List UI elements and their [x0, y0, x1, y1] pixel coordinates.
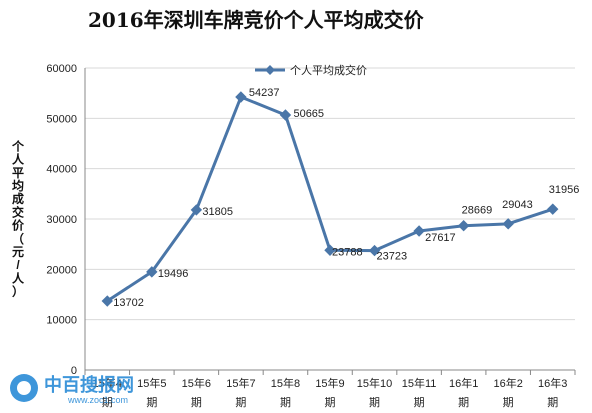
watermark-subtext: www.zoc1.com	[67, 395, 128, 405]
y-tick-label: 0	[71, 365, 77, 377]
x-tick-label: 16年1	[449, 376, 478, 390]
x-tick-label: 15年11	[402, 376, 437, 390]
data-label: 31805	[202, 206, 233, 218]
data-point	[146, 266, 158, 278]
x-tick-label-suffix: 期	[280, 396, 291, 409]
data-label: 50665	[293, 108, 324, 120]
data-point	[279, 109, 292, 121]
legend-label: 个人平均成交价	[290, 63, 367, 77]
x-tick-label-suffix: 期	[235, 396, 246, 409]
data-point	[413, 225, 425, 237]
x-tick-label-suffix: 期	[102, 396, 113, 409]
x-tick-label: 15年7	[226, 376, 255, 390]
data-point	[368, 244, 381, 257]
data-point	[235, 91, 247, 103]
data-label: 28669	[462, 205, 493, 217]
legend-marker	[265, 65, 275, 75]
data-label: 54237	[249, 87, 280, 99]
y-tick-label: 30000	[46, 214, 77, 226]
data-label: 23723	[377, 251, 408, 263]
y-tick-label: 60000	[46, 63, 77, 75]
data-point	[547, 203, 559, 215]
data-label: 27617	[425, 232, 456, 244]
x-tick-label: 15年9	[315, 376, 344, 390]
y-tick-label: 20000	[46, 264, 77, 276]
data-label: 31956	[549, 184, 580, 196]
y-tick-label: 10000	[46, 315, 77, 327]
x-tick-label: 15年5	[137, 376, 166, 390]
x-tick-label: 16年2	[494, 376, 523, 390]
data-point	[190, 204, 203, 216]
data-point	[324, 244, 336, 256]
data-label: 23788	[332, 246, 363, 258]
x-tick-label: 15年10	[357, 376, 392, 390]
x-tick-label: 16年3	[538, 376, 567, 390]
data-point	[101, 295, 113, 307]
x-tick-label-suffix: 期	[369, 396, 380, 409]
x-tick-label: 15年6	[182, 376, 211, 390]
data-label: 29043	[502, 199, 533, 211]
data-label: 19496	[158, 268, 189, 280]
x-tick-label-suffix: 期	[414, 396, 425, 409]
x-tick-label-suffix: 期	[325, 396, 336, 409]
data-point	[457, 219, 470, 232]
x-tick-label-suffix: 期	[547, 396, 558, 409]
x-tick-label-suffix: 期	[503, 396, 514, 409]
y-tick-label: 40000	[46, 164, 77, 176]
watermark-text: 中百搜报网	[44, 374, 134, 395]
x-tick-label-suffix: 期	[191, 396, 202, 409]
data-label: 13702	[113, 297, 144, 309]
chart-title: 2016年深圳车牌竞价个人平均成交价	[88, 8, 424, 32]
x-tick-label: 15年8	[271, 376, 300, 390]
x-tick-label-suffix: 期	[146, 396, 157, 409]
y-tick-label: 50000	[46, 113, 77, 125]
x-tick-label-suffix: 期	[458, 396, 469, 409]
watermark-logo: 中百搜报网 www.zoc1.com	[10, 374, 134, 405]
data-point	[502, 218, 514, 230]
y-axis-title: 个人平均成交价（元/人）	[11, 138, 25, 298]
x-tick-label: 15年4	[93, 376, 122, 390]
